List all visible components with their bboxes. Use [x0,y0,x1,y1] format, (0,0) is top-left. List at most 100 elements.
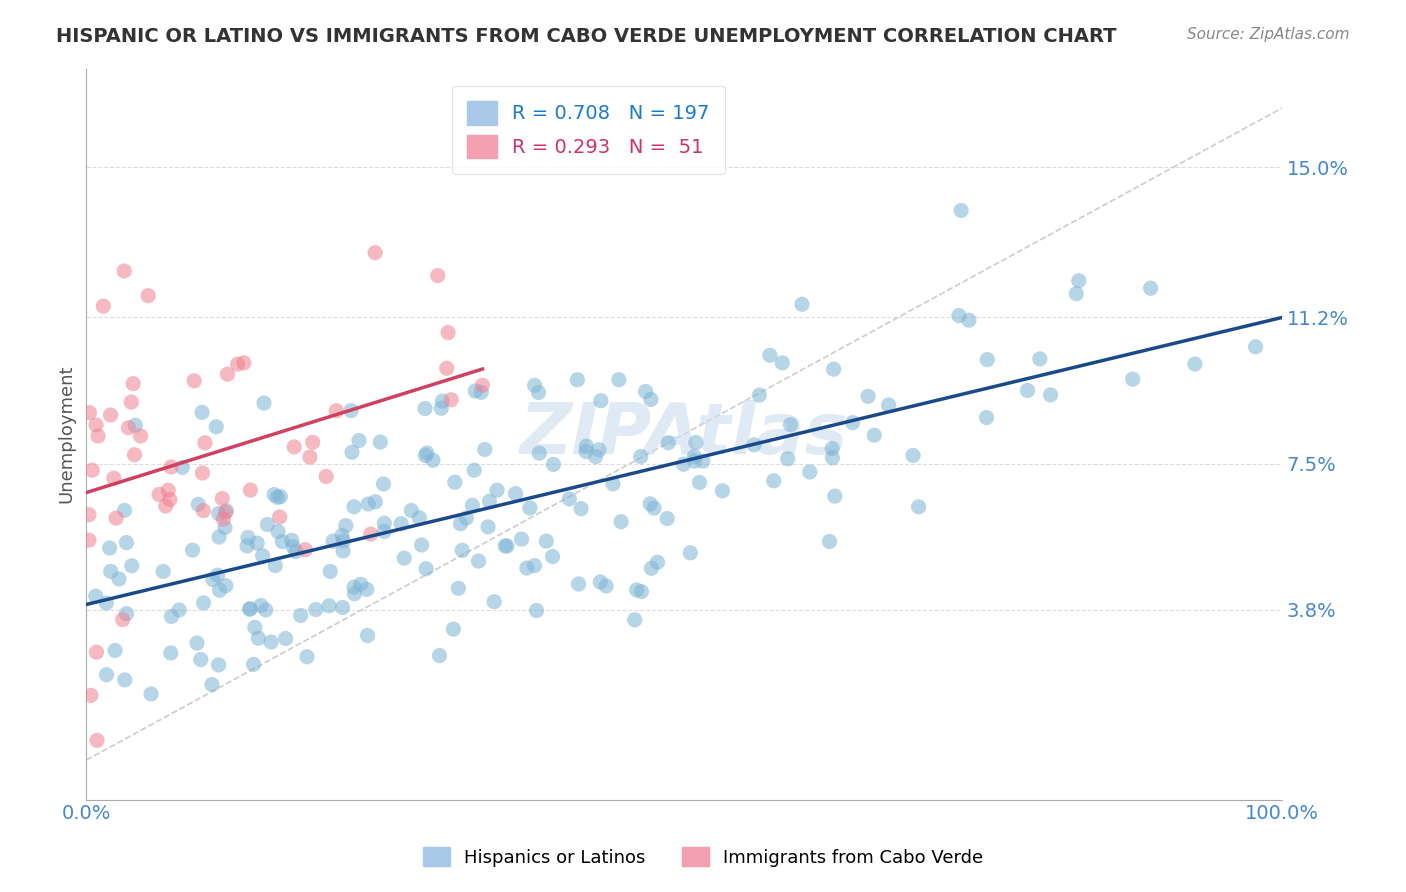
Point [762,474,785,488]
Point [343,500,366,514]
Point [823,362,845,376]
Point [413,401,436,416]
Point [298,450,321,464]
Point [214,520,236,534]
Point [301,435,323,450]
Point [1184,357,1206,371]
Point [907,500,929,514]
Point [411,538,433,552]
Point [464,384,486,398]
Point [1017,384,1039,398]
Point [347,434,370,448]
Point [841,416,863,430]
Point [232,356,254,370]
Point [589,574,612,589]
Point [516,561,538,575]
Point [117,421,139,435]
Point [211,491,233,506]
Point [558,491,581,506]
Point [77,508,100,522]
Point [193,596,215,610]
Point [494,539,516,553]
Point [589,393,612,408]
Point [256,517,278,532]
Point [108,572,131,586]
Point [575,439,598,453]
Point [527,385,550,400]
Point [451,543,474,558]
Point [1067,274,1090,288]
Point [115,607,138,621]
Point [100,408,122,422]
Point [82,463,104,477]
Point [416,446,439,460]
Point [643,501,665,516]
Point [247,632,270,646]
Point [86,645,108,659]
Point [950,203,973,218]
Point [91,299,114,313]
Point [193,503,215,517]
Point [167,603,190,617]
Point [105,511,128,525]
Point [86,733,108,747]
Point [818,534,841,549]
Point [623,613,645,627]
Point [290,608,312,623]
Point [595,579,617,593]
Point [280,533,302,548]
Point [443,475,465,490]
Point [183,374,205,388]
Point [519,500,541,515]
Point [510,532,533,546]
Point [186,636,208,650]
Point [1029,351,1052,366]
Point [790,297,813,311]
Point [426,268,449,283]
Point [208,530,231,544]
Point [111,613,134,627]
Point [283,440,305,454]
Point [194,435,217,450]
Point [437,326,460,340]
Point [630,584,652,599]
Point [356,582,378,597]
Point [470,385,492,400]
Point [201,573,224,587]
Point [122,376,145,391]
Point [1066,286,1088,301]
Point [389,516,412,531]
Point [477,520,499,534]
Point [672,457,695,471]
Point [610,515,633,529]
Point [152,565,174,579]
Y-axis label: Unemployment: Unemployment [58,365,75,503]
Point [440,392,463,407]
Point [474,442,496,457]
Point [536,534,558,549]
Point [226,357,249,371]
Point [332,544,354,558]
Point [523,558,546,573]
Point [79,406,101,420]
Point [335,518,357,533]
Point [948,309,970,323]
Point [207,657,229,672]
Point [160,609,183,624]
Point [148,487,170,501]
Point [496,539,519,553]
Text: ZIPAtlas: ZIPAtlas [520,400,848,468]
Point [863,428,886,442]
Point [357,497,380,511]
Point [647,555,669,569]
Point [294,542,316,557]
Point [392,551,415,566]
Point [96,667,118,681]
Point [254,603,277,617]
Point [201,677,224,691]
Point [343,587,366,601]
Point [1244,340,1267,354]
Point [657,435,679,450]
Point [246,536,269,550]
Point [191,405,214,419]
